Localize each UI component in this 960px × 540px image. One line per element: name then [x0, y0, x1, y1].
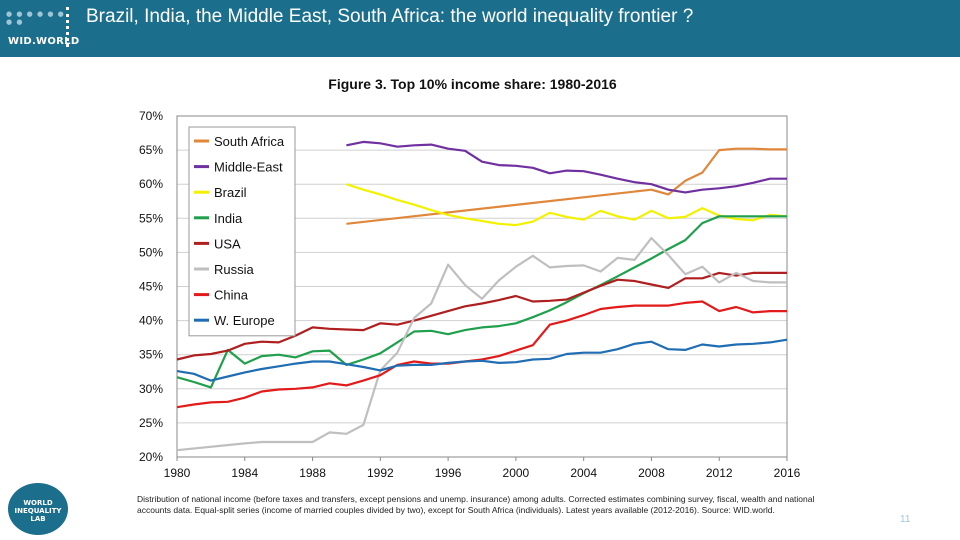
page-number: 11: [900, 514, 911, 525]
slide-header: ● ● ● ● ● ● ● ● WID.WORLD Brazil, India,…: [0, 0, 960, 57]
y-tick-label: 60%: [139, 177, 163, 191]
badge-text: WORLD INEQUALITY LAB: [14, 499, 62, 523]
y-tick-label: 25%: [139, 416, 163, 430]
series-line-russia: [176, 237, 787, 452]
x-tick-label: 1996: [435, 466, 462, 480]
x-tick-label: 1980: [164, 466, 191, 480]
legend-box: [188, 126, 296, 337]
figure-title: Figure 3. Top 10% income share: 1980-201…: [328, 76, 617, 92]
legend-label: USA: [214, 236, 241, 251]
figure-note: Distribution of national income (before …: [137, 494, 815, 515]
legend-label: Middle-East: [214, 160, 283, 175]
x-tick-label: 2008: [638, 466, 665, 480]
series-line-brazil: [346, 183, 788, 227]
y-tick-label: 40%: [139, 314, 163, 328]
legend-label: South Africa: [214, 134, 285, 149]
x-tick-label: 1992: [367, 466, 394, 480]
series-line-usa: [176, 271, 787, 361]
slide-title: Brazil, India, the Middle East, South Af…: [86, 6, 694, 27]
x-tick-label: 2016: [774, 466, 801, 480]
x-tick-label: 1984: [231, 466, 258, 480]
y-tick-label: 45%: [139, 280, 163, 294]
x-tick-label: 2004: [570, 466, 597, 480]
legend-label: W. Europe: [214, 313, 275, 328]
y-tick-label: 55%: [139, 211, 163, 225]
logo-vertical-dots-icon: [66, 7, 72, 47]
y-tick-label: 70%: [139, 109, 163, 123]
series-line-south-africa: [346, 147, 787, 225]
plot-area-border: [176, 115, 788, 458]
x-tick-label: 2000: [503, 466, 530, 480]
logo-text: WID.WORLD: [8, 36, 80, 47]
x-tick-label: 2012: [706, 466, 733, 480]
legend-label: China: [214, 288, 249, 303]
y-tick-label: 35%: [139, 348, 163, 362]
legend-label: Brazil: [214, 185, 247, 200]
legend-label: India: [214, 211, 243, 226]
logo-dots-icon: ● ● ● ● ● ● ● ●: [6, 10, 65, 26]
y-tick-label: 30%: [139, 382, 163, 396]
series-line-w-europe: [176, 338, 788, 382]
wid-world-logo: ● ● ● ● ● ● ● ● WID.WORLD: [6, 4, 79, 52]
series-line-india: [176, 215, 787, 389]
series-line-china: [176, 300, 787, 409]
x-tick-label: 1988: [299, 466, 326, 480]
series-line-middle-east: [346, 140, 787, 194]
world-inequality-lab-logo: [8, 483, 68, 535]
legend-label: Russia: [214, 262, 255, 277]
y-tick-label: 50%: [139, 245, 163, 259]
y-tick-label: 65%: [139, 143, 163, 157]
y-tick-label: 20%: [139, 450, 163, 464]
